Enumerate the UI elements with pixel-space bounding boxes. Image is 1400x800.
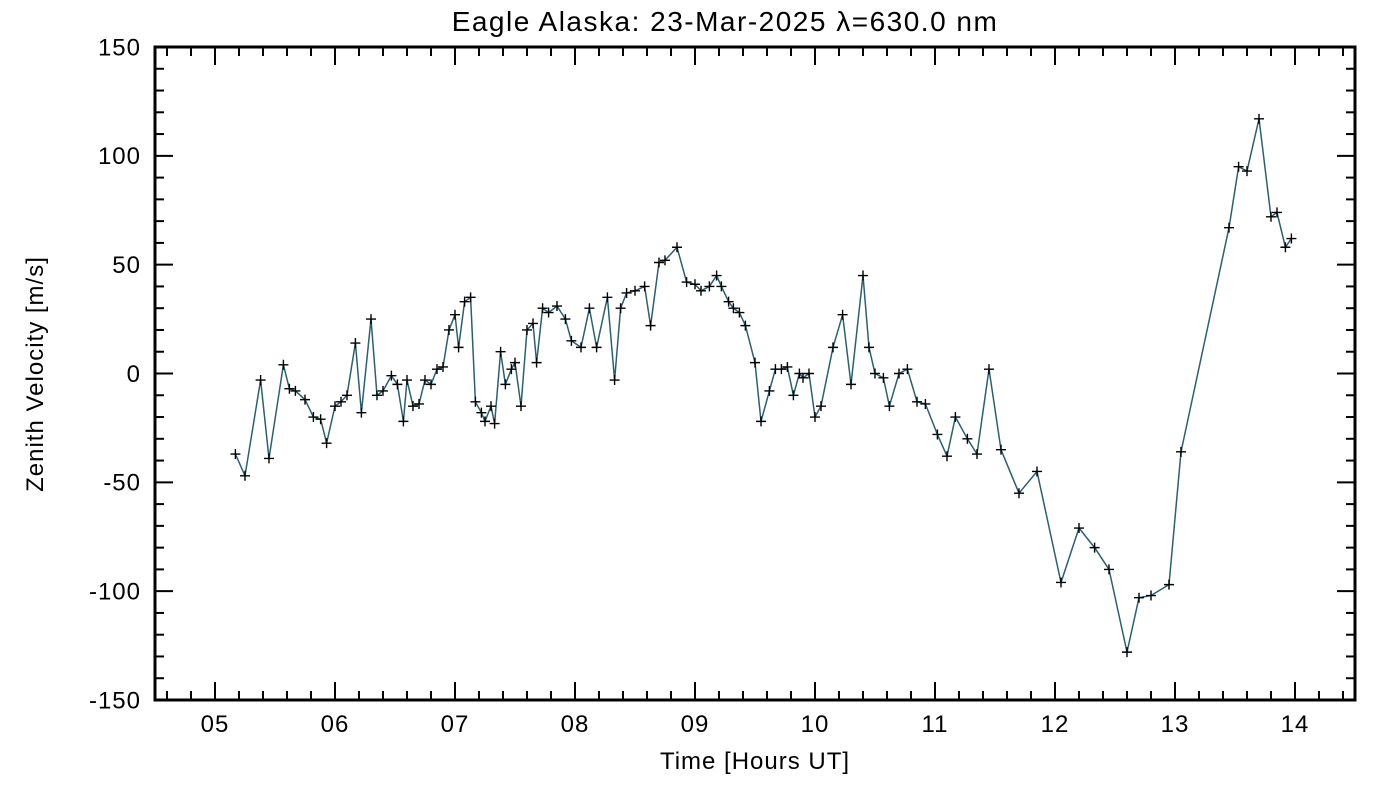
data-series [230, 113, 1297, 658]
x-tick-label: 07 [441, 711, 470, 738]
x-tick-label: 11 [922, 711, 949, 738]
x-tick-label: 09 [681, 711, 710, 738]
chart-title: Eagle Alaska: 23-Mar-2025 λ=630.0 nm [451, 6, 999, 37]
y-tick-label: 150 [98, 34, 141, 61]
series-line [234, 118, 1293, 653]
x-tick-label: 13 [1161, 711, 1190, 738]
y-tick-label: 100 [98, 143, 141, 170]
y-tick-label: -150 [89, 687, 141, 714]
y-axis-label: Zenith Velocity [m/s] [22, 256, 49, 492]
x-axis-label: Time [Hours UT] [659, 748, 851, 775]
y-tick-label: 0 [127, 361, 141, 388]
y-tick-label: -50 [103, 470, 141, 497]
tick-marks [155, 46, 1355, 701]
x-tick-label: 10 [801, 711, 830, 738]
tick-labels: 05 06 07 08 09 10 11 12 13 14 -150 -100 -50 0 50 100 150 [89, 34, 1310, 738]
x-tick-label: 05 [201, 711, 230, 738]
x-tick-label: 14 [1281, 711, 1310, 738]
series-markers [230, 113, 1297, 658]
x-tick-label: 12 [1041, 711, 1070, 738]
y-tick-label: -100 [89, 579, 141, 606]
axes [153, 45, 1357, 702]
y-tick-label: 50 [112, 252, 141, 279]
x-tick-label: 08 [561, 711, 590, 738]
x-tick-label: 06 [321, 711, 350, 738]
